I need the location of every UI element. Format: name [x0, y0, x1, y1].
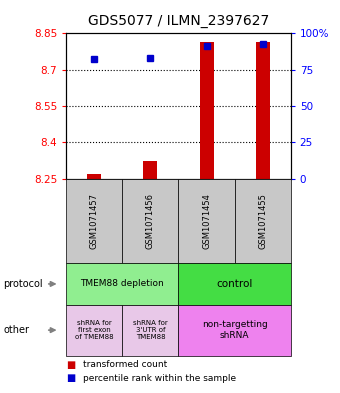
Text: control: control [217, 279, 253, 289]
Text: GDS5077 / ILMN_2397627: GDS5077 / ILMN_2397627 [88, 14, 269, 28]
Text: protocol: protocol [3, 279, 43, 289]
Text: non-targetting
shRNA: non-targetting shRNA [202, 320, 268, 340]
Text: ■: ■ [66, 373, 75, 383]
Text: percentile rank within the sample: percentile rank within the sample [83, 374, 236, 382]
Text: other: other [3, 325, 29, 335]
Bar [143, 161, 157, 179]
Text: GSM1071455: GSM1071455 [258, 193, 267, 249]
Bar [256, 42, 270, 179]
Text: shRNA for
first exon
of TMEM88: shRNA for first exon of TMEM88 [75, 320, 114, 340]
Text: TMEM88 depletion: TMEM88 depletion [81, 279, 164, 288]
Text: transformed count: transformed count [83, 360, 168, 369]
Text: GSM1071454: GSM1071454 [202, 193, 211, 249]
Text: GSM1071457: GSM1071457 [90, 193, 99, 249]
Text: shRNA for
3'UTR of
TMEM88: shRNA for 3'UTR of TMEM88 [133, 320, 168, 340]
Bar [200, 42, 214, 179]
Text: GSM1071456: GSM1071456 [146, 193, 155, 249]
Text: ■: ■ [66, 360, 75, 370]
Bar [87, 174, 101, 179]
